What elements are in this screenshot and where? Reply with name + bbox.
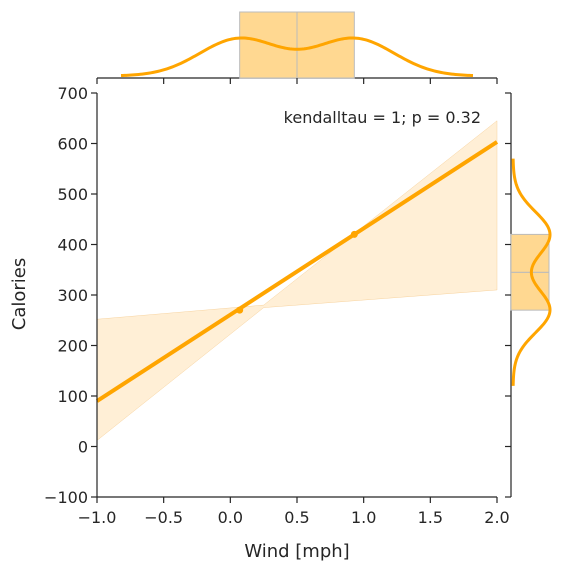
x-axis-label: Wind [mph] (244, 541, 349, 562)
x-tick-label: 1.5 (418, 508, 443, 527)
right-hist-bar (510, 233, 550, 273)
y-tick-label: −100 (44, 488, 88, 507)
y-tick-label: 600 (57, 135, 88, 154)
x-tick-label: 1.0 (351, 508, 376, 527)
x-tick-label: 2.0 (484, 508, 509, 527)
y-tick-label: 100 (57, 387, 88, 406)
tick-layer: −1.0 −0.5 0.0 0.5 1.0 1.5 2.0 −100 0 100 200 300 400… (44, 78, 511, 527)
y-tick-label: 400 (57, 236, 88, 255)
y-axis-label: Calories (9, 258, 30, 330)
y-tick-label: 200 (57, 337, 88, 356)
top-marginal-plot (97, 11, 497, 79)
confidence-band-layer (96, 120, 498, 441)
x-tick-label: 0.5 (284, 508, 309, 527)
y-tick-label: 700 (57, 84, 88, 103)
regression-line (95, 140, 499, 403)
right-kde-curve (511, 158, 552, 386)
right-hist-bar (510, 271, 550, 311)
y-tick-label: 300 (57, 286, 88, 305)
data-point-1 (236, 306, 244, 314)
top-hist-bar (296, 11, 355, 79)
y-tick-label: 0 (78, 438, 88, 457)
confidence-band (96, 120, 498, 441)
x-tick-label: −0.5 (144, 508, 183, 527)
right-marginal-plot (510, 93, 552, 497)
top-hist-bar (239, 11, 298, 79)
top-kde-curve (120, 36, 474, 78)
data-points-layer (236, 230, 358, 314)
annotation-text: kendalltau = 1; p = 0.32 (284, 108, 481, 127)
y-tick-label: 500 (57, 185, 88, 204)
x-tick-label: 0.0 (218, 508, 243, 527)
data-point-2 (350, 230, 358, 238)
x-tick-label: −1.0 (78, 508, 117, 527)
regression-line-layer (95, 140, 499, 403)
